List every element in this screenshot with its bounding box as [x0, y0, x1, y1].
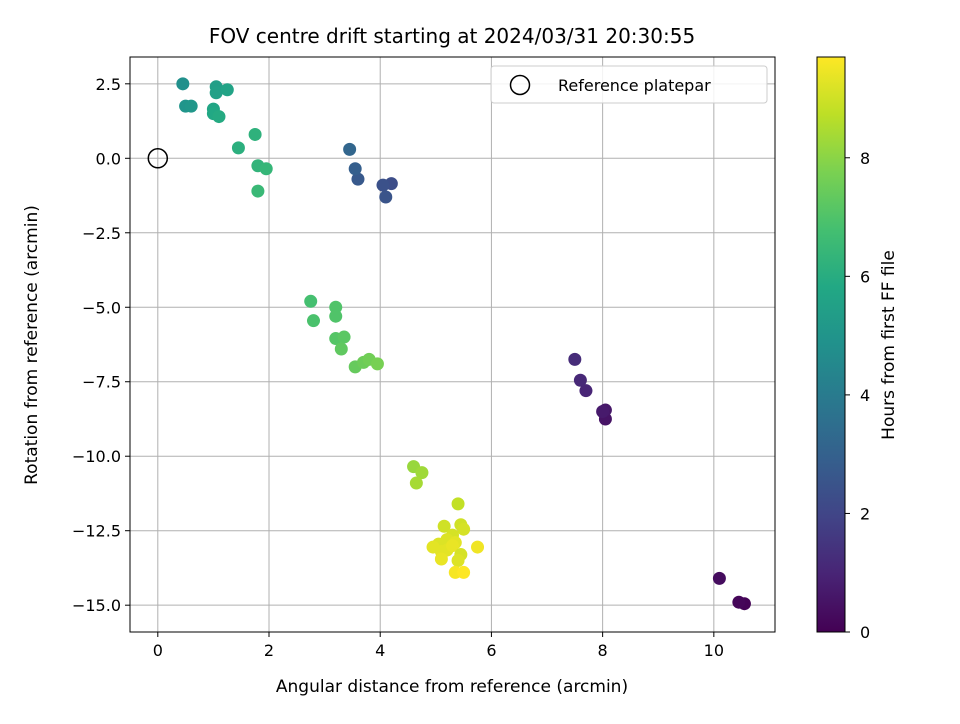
data-point — [351, 172, 365, 186]
data-point — [306, 314, 320, 328]
data-point — [451, 497, 465, 511]
data-point — [329, 309, 343, 323]
data-point — [259, 162, 273, 176]
data-point — [409, 476, 423, 490]
colorbar-label: Hours from first FF file — [879, 250, 899, 440]
plot-frame — [129, 56, 776, 633]
data-point — [337, 330, 351, 344]
data-point — [334, 342, 348, 356]
x-axis-ticks: 0 2 4 6 8 10 — [153, 632, 724, 660]
data-point — [471, 540, 485, 554]
x-tick-label: 6 — [486, 641, 496, 660]
data-point — [176, 77, 190, 91]
colorbar: 0 2 4 6 8 Hours from first FF file — [816, 56, 899, 642]
x-axis-label: Angular distance from reference (arcmin) — [276, 677, 628, 697]
data-point — [184, 99, 198, 113]
x-tick-label: 8 — [598, 641, 608, 660]
data-point — [231, 141, 245, 155]
data-point — [379, 190, 393, 204]
data-point — [434, 552, 448, 566]
data-point — [446, 539, 459, 553]
data-point — [579, 384, 593, 398]
data-point — [348, 162, 362, 176]
data-point — [732, 595, 746, 609]
colorbar-tick-label: 6 — [860, 267, 870, 286]
data-point — [376, 178, 390, 192]
y-tick-label: −10.0 — [72, 447, 121, 466]
data-point — [568, 352, 582, 366]
data-point — [596, 405, 610, 419]
y-axis-label: Rotation from reference (arcmin) — [22, 205, 42, 485]
colorbar-gradient — [816, 56, 846, 633]
data-point — [212, 110, 226, 124]
data-point — [304, 294, 318, 308]
data-point — [220, 83, 234, 97]
legend-marker-icon — [509, 74, 531, 96]
data-point — [573, 373, 587, 387]
y-tick-label: −15.0 — [72, 596, 121, 615]
data-point — [251, 184, 265, 198]
colorbar-tick-label: 4 — [860, 386, 870, 405]
y-tick-label: −7.5 — [82, 373, 121, 392]
data-point — [370, 357, 384, 371]
y-tick-label: 2.5 — [96, 75, 121, 94]
data-point — [712, 571, 726, 585]
legend-box — [490, 65, 768, 104]
y-tick-label: −5.0 — [82, 298, 121, 317]
x-tick-label: 10 — [704, 641, 724, 660]
reference-platepar-marker — [147, 148, 169, 169]
y-tick-label: 0.0 — [96, 149, 121, 168]
data-point — [329, 300, 343, 314]
x-tick-label: 0 — [153, 641, 163, 660]
chart-title: FOV centre drift starting at 2024/03/31 … — [209, 24, 695, 48]
colorbar-tick-label: 2 — [860, 504, 870, 523]
colorbar-tick-label: 8 — [860, 149, 870, 168]
data-point — [457, 522, 471, 536]
y-tick-label: −2.5 — [82, 224, 121, 243]
y-axis-ticks: 2.5 0.0 −2.5 −5.0 −7.5 −10.0 −12.5 −15.0 — [72, 75, 130, 615]
data-point — [343, 142, 357, 156]
x-tick-label: 2 — [264, 641, 274, 660]
data-point — [437, 519, 451, 533]
legend: Reference platepar — [490, 65, 768, 104]
y-tick-label: −12.5 — [72, 522, 121, 541]
data-point — [457, 565, 471, 579]
data-point — [209, 86, 223, 100]
data-point — [415, 466, 429, 480]
colorbar-ticks: 0 2 4 6 8 — [845, 149, 870, 642]
data-point — [451, 553, 465, 567]
x-tick-label: 4 — [375, 641, 385, 660]
legend-label: Reference platepar — [558, 76, 711, 95]
colorbar-tick-label: 0 — [860, 623, 870, 642]
data-point — [248, 127, 262, 141]
data-points — [176, 77, 751, 611]
